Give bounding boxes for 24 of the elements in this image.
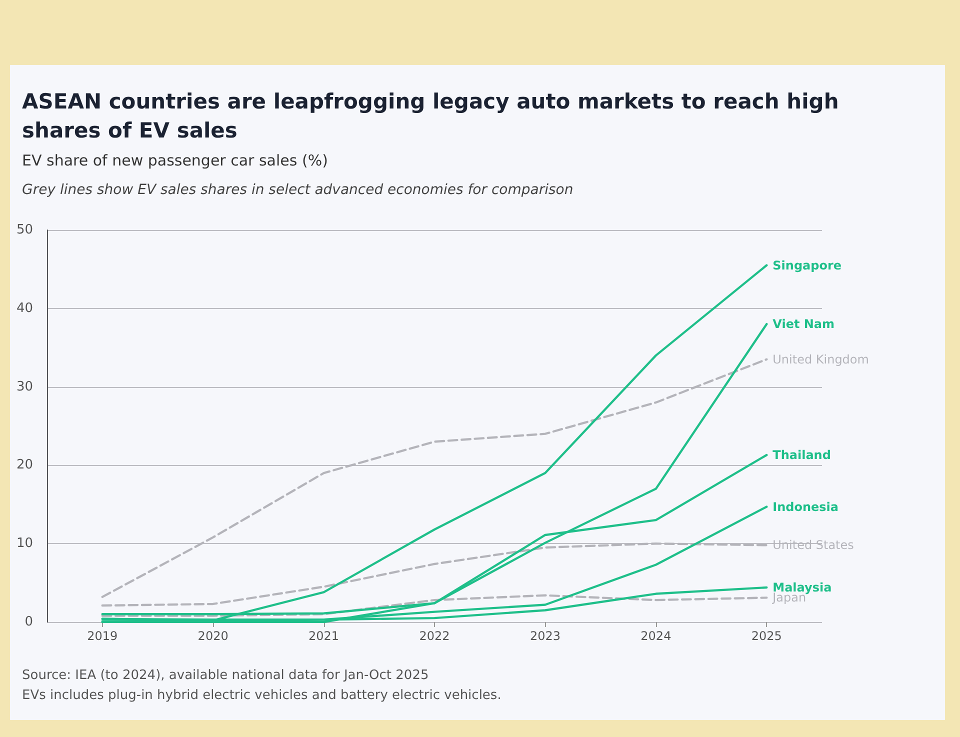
series-label: United States	[772, 538, 854, 552]
series-label: Singapore	[772, 258, 842, 272]
series-label: United Kingdom	[772, 352, 869, 366]
text: EVs includes plug-in hybrid electric vehicles and battery electric vehicles.	[22, 688, 502, 703]
x-tick-label: 2024	[640, 629, 672, 643]
x-tick-label: 2020	[198, 629, 228, 643]
x-tick-label: 2023	[530, 629, 560, 643]
series-label: Viet Nam	[772, 317, 835, 332]
series-label: Indonesia	[772, 500, 839, 514]
y-tick-label: 10	[16, 536, 33, 552]
x-tick-label: 2021	[308, 629, 340, 643]
source-note: Source: IEA (to 2024), available national data for Jan-Oct 2025	[22, 668, 429, 683]
chart-title: ASEAN countries are leapfrogging legacy auto markets to reach high shares of EV sales	[22, 90, 846, 142]
y-tick-label: 40	[16, 300, 33, 316]
x-tick-label: 2019	[87, 629, 118, 643]
y-tick-label: 0	[24, 614, 33, 630]
y-tick-label: 30	[16, 379, 33, 394]
y-tick-label: 50	[16, 222, 33, 238]
chart-subtitle: Grey lines show EV sales shares in select advanced economies for comparison	[22, 182, 574, 198]
series-label: Thailand	[772, 448, 831, 462]
y-tick-label: 20	[16, 458, 33, 473]
y-axis-title: EV share of new passenger car sales (%)	[22, 152, 328, 170]
x-tick-label: 2022	[419, 629, 450, 643]
x-tick-label: 2025	[751, 629, 782, 643]
